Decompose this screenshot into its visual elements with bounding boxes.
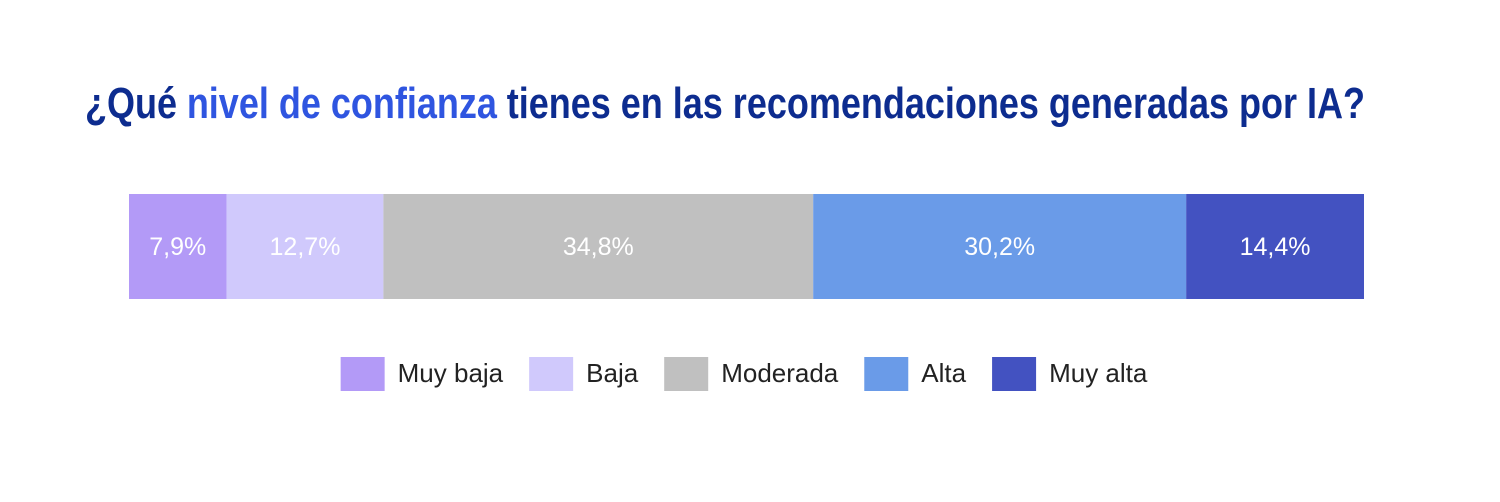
legend-label: Muy alta	[1049, 358, 1148, 388]
bar-segment	[813, 194, 1187, 299]
bar-segment	[1186, 194, 1364, 299]
legend-swatch	[340, 357, 385, 391]
legend-label: Alta	[921, 358, 966, 388]
legend-label: Moderada	[721, 358, 839, 388]
title-part: nivel de confianza	[187, 79, 498, 128]
data-label: 14,4%	[1240, 233, 1311, 261]
legend-swatch	[864, 357, 909, 391]
legend-swatch	[664, 357, 709, 391]
bar-segment	[226, 194, 384, 299]
data-label: 12,7%	[270, 233, 341, 261]
data-label: 30,2%	[964, 233, 1035, 261]
title-part: tienes en las recomendaciones generadas …	[507, 79, 1365, 128]
title-part: ¿Qué	[85, 79, 177, 128]
data-label: 34,8%	[563, 233, 634, 261]
legend-swatch	[529, 357, 574, 391]
legend-label: Baja	[586, 358, 639, 388]
data-label: 7,9%	[149, 233, 206, 261]
legend: Muy baja Baja Moderada Alta Muy alta	[340, 357, 1148, 391]
chart-title: ¿Quénivel de confianzatienes en las reco…	[85, 79, 1365, 128]
bar-segment	[383, 194, 814, 299]
bar-segment	[129, 194, 227, 299]
legend-swatch	[992, 357, 1037, 391]
legend-label: Muy baja	[398, 358, 504, 388]
